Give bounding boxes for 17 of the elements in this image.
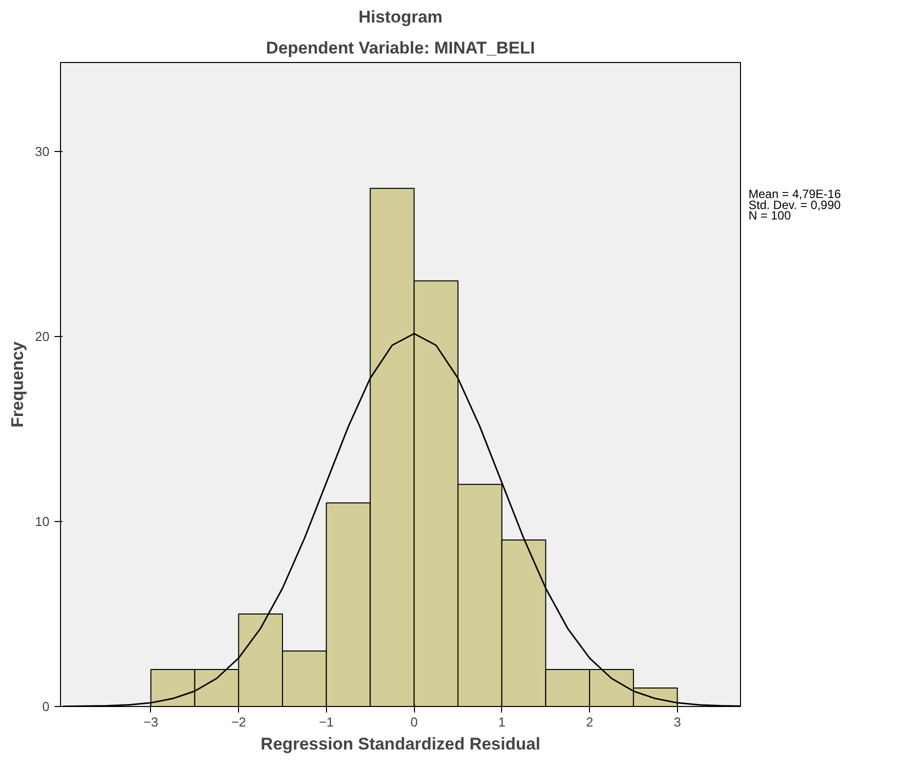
y-tick-label: 20	[35, 328, 50, 344]
chart-title: Histogram	[358, 8, 443, 26]
text: N = 100	[748, 208, 792, 223]
y-tick-label: 30	[35, 144, 50, 159]
x-tick-label: −1	[318, 714, 334, 730]
text: Mean = 4,79E-16	[748, 186, 842, 201]
x-tick-label: 3	[674, 714, 681, 730]
x-tick-label: 0	[410, 714, 418, 730]
x-tick-label: −3	[143, 714, 158, 730]
y-axis-title: Frequency	[8, 340, 28, 428]
x-axis-title: Regression Standardized Residual	[260, 734, 540, 754]
x-tick-label: 1	[498, 714, 506, 730]
x-tick-label: 2	[586, 714, 594, 730]
chart-subtitle: Dependent Variable: MINAT_BELI	[266, 38, 535, 58]
y-tick-label: 10	[35, 514, 50, 529]
x-tick-label: −2	[231, 714, 246, 730]
y-tick-label: 0	[42, 699, 50, 714]
